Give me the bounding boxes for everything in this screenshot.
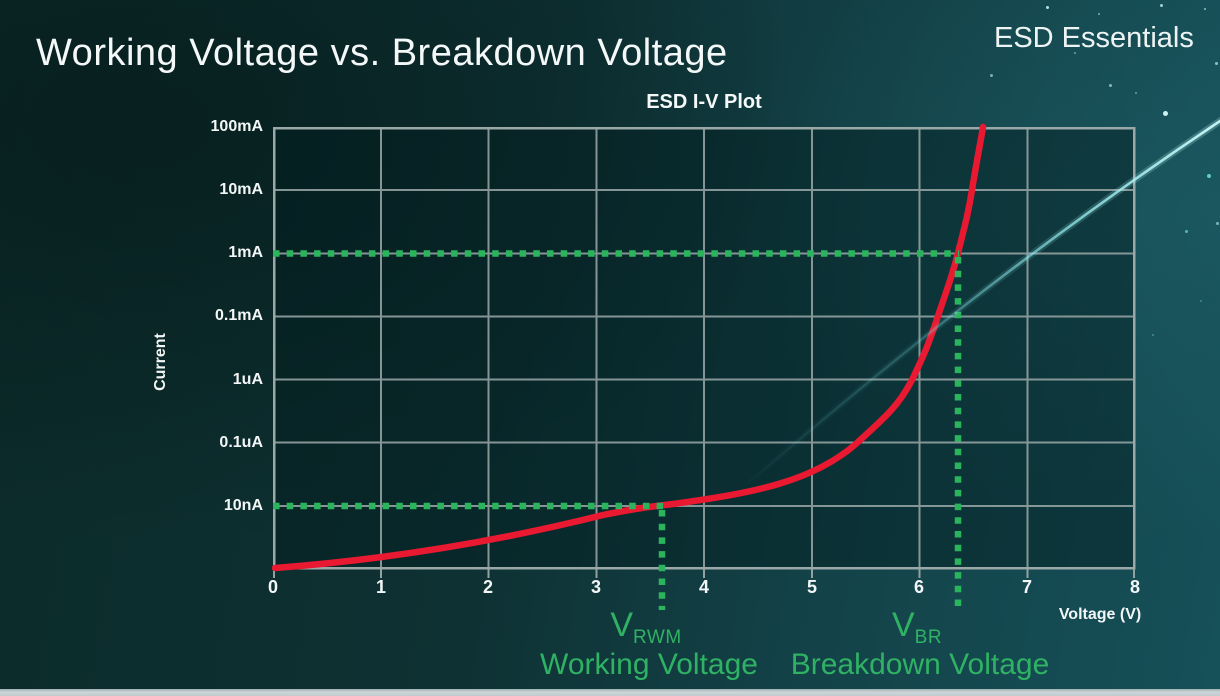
y-tick-label: 1mA: [228, 244, 263, 261]
vbr-symbol: V: [891, 606, 915, 644]
star-dot: [1135, 92, 1137, 94]
y-tick-label: 10mA: [219, 181, 263, 198]
x-tick-label: 6: [913, 577, 924, 597]
x-tick-label: 2: [482, 577, 493, 597]
vbr-subscript: BR: [914, 627, 943, 648]
y-tick-label: 0.1mA: [214, 307, 263, 324]
brand-logo-text: ESD Essentials: [994, 22, 1194, 54]
y-tick-label: 10nA: [223, 497, 263, 514]
star-dot: [1215, 62, 1218, 65]
star-dot: [1216, 222, 1219, 225]
breakdown-voltage-caption: Breakdown Voltage: [790, 648, 1050, 681]
vrwm-subscript: RWM: [633, 627, 682, 648]
vrwm-label: VRWM: [610, 606, 681, 649]
x-tick-label: 0: [267, 577, 278, 597]
vrwm-symbol: V: [610, 606, 634, 644]
chart-title: ESD I-V Plot: [646, 91, 762, 113]
x-tick-label: 3: [590, 577, 601, 597]
y-tick-label: 100mA: [210, 118, 263, 135]
y-tick-label: 1uA: [232, 371, 263, 388]
y-axis-title: Current: [152, 333, 169, 391]
x-tick-label: 7: [1021, 577, 1032, 597]
star-dot: [1163, 111, 1168, 116]
star-dot: [1207, 174, 1211, 178]
star-dot: [1152, 334, 1154, 336]
star-dot: [990, 74, 993, 77]
x-tick-label: 5: [806, 577, 817, 597]
x-tick-label: 8: [1129, 577, 1140, 597]
star-dot: [1046, 6, 1049, 9]
x-tick-label: 4: [698, 577, 709, 597]
x-axis-title: Voltage (V): [1058, 606, 1142, 623]
star-dot: [1185, 230, 1188, 233]
x-tick-label: 1: [375, 577, 386, 597]
vbr-label: VBR: [892, 606, 942, 649]
y-tick-label: 0.1uA: [219, 434, 263, 451]
iv-plot-area: [271, 123, 1136, 610]
star-dot: [1200, 300, 1202, 302]
star-dot: [1160, 4, 1163, 7]
star-dot: [1109, 84, 1112, 87]
star-dot: [1098, 13, 1100, 15]
progress-bar[interactable]: [0, 689, 1220, 696]
slide-title: Working Voltage vs. Breakdown Voltage: [36, 32, 728, 74]
star-dot: [1204, 8, 1206, 10]
working-voltage-caption: Working Voltage: [540, 648, 758, 681]
